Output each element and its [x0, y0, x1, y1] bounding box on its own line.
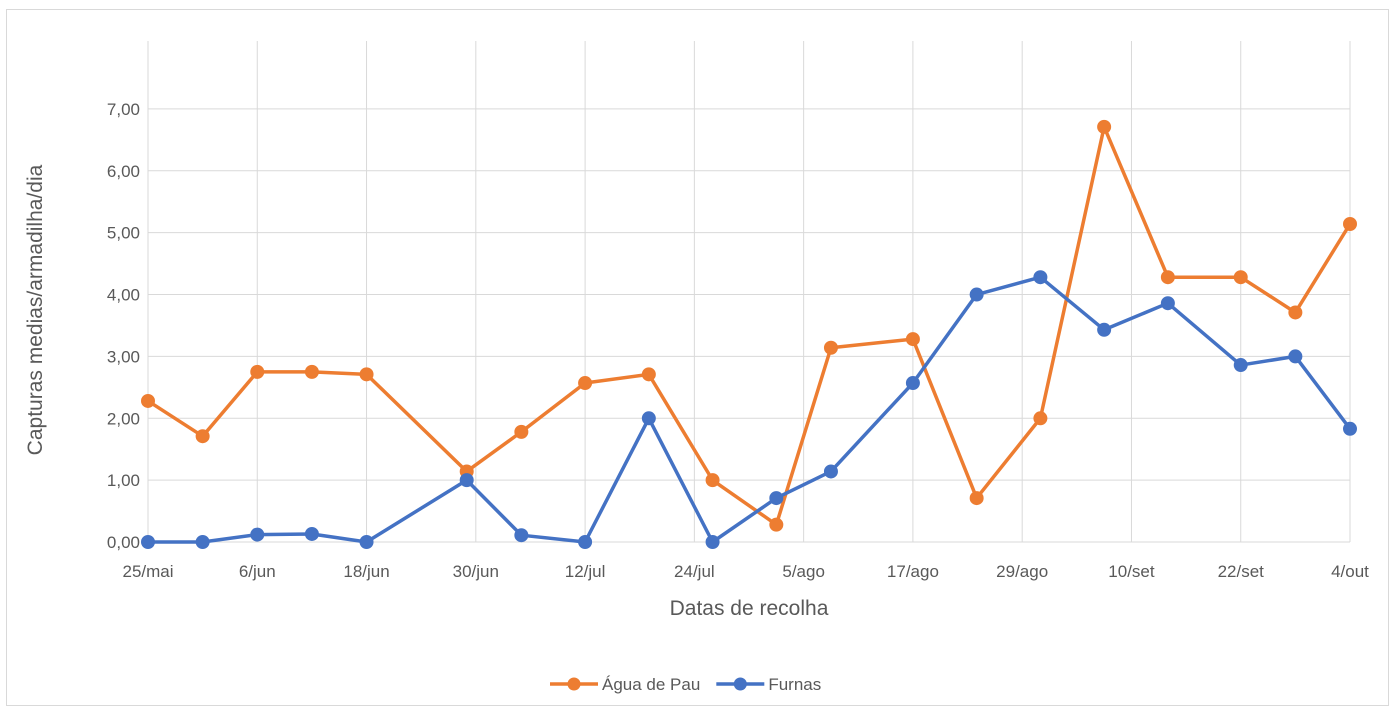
- data-point: [769, 517, 784, 532]
- data-point: [514, 424, 529, 439]
- x-axis-title: Datas de recolha: [670, 597, 829, 620]
- series-layer: [141, 119, 1357, 549]
- legend-label: Furnas: [768, 675, 821, 694]
- data-point: [250, 527, 265, 542]
- data-point: [905, 376, 920, 391]
- series-line: [147, 125, 1352, 527]
- y-tick-label: 6,00: [107, 162, 140, 181]
- x-tick-label: 4/out: [1331, 562, 1369, 581]
- data-point: [1288, 305, 1303, 320]
- data-point: [1097, 119, 1112, 134]
- y-axis-title: Capturas medias/armadilha/dia: [24, 164, 47, 455]
- data-point: [641, 367, 656, 382]
- tick-labels: 0,00 1,00 2,00 3,00 4,00 5,00 6,00 7,00 25/mai 6/…: [107, 100, 1369, 581]
- gridlines: [147, 41, 1351, 543]
- data-point: [1233, 270, 1248, 285]
- legend-marker: [567, 677, 581, 691]
- data-point: [1160, 296, 1175, 311]
- data-point: [705, 535, 720, 549]
- data-point: [1288, 349, 1303, 364]
- data-point: [1033, 270, 1048, 285]
- x-tick-label: 24/jul: [674, 562, 715, 581]
- x-tick-label: 6/jun: [239, 562, 276, 581]
- x-tick-label: 18/jun: [343, 562, 389, 581]
- data-point: [1097, 322, 1112, 337]
- data-point: [641, 411, 656, 426]
- data-point: [705, 473, 720, 488]
- data-point: [769, 491, 784, 506]
- x-tick-label: 22/set: [1218, 562, 1265, 581]
- x-tick-label: 12/jul: [565, 562, 606, 581]
- y-tick-label: 5,00: [107, 224, 140, 243]
- y-tick-label: 0,00: [107, 533, 140, 552]
- data-point: [1343, 217, 1357, 232]
- data-point: [1033, 411, 1048, 426]
- chart-frame: 0,00 1,00 2,00 3,00 4,00 5,00 6,00 7,00 25/mai 6/…: [6, 9, 1389, 706]
- data-point: [823, 464, 838, 479]
- data-point: [578, 376, 593, 391]
- data-point: [969, 491, 984, 506]
- y-tick-label: 7,00: [107, 100, 140, 119]
- data-point: [304, 526, 319, 541]
- data-point: [359, 535, 374, 549]
- data-point: [1233, 358, 1248, 373]
- data-point: [359, 367, 374, 382]
- line-chart: 0,00 1,00 2,00 3,00 4,00 5,00 6,00 7,00 25/mai 6/…: [24, 41, 1369, 694]
- y-tick-label: 2,00: [107, 409, 140, 428]
- data-point: [195, 535, 210, 549]
- series-line: [148, 275, 1352, 544]
- data-point: [250, 364, 265, 379]
- data-point: [141, 535, 155, 549]
- y-tick-label: 1,00: [107, 471, 140, 490]
- legend-label: Água de Pau: [602, 675, 700, 694]
- data-point: [514, 528, 529, 543]
- x-tick-label: 17/ago: [887, 562, 939, 581]
- legend-marker: [733, 677, 747, 691]
- data-point: [304, 364, 319, 379]
- data-point: [905, 332, 920, 347]
- data-point: [195, 429, 210, 444]
- data-point: [141, 393, 155, 408]
- x-tick-label: 29/ago: [996, 562, 1048, 581]
- y-tick-label: 4,00: [107, 286, 140, 305]
- x-tick-label: 30/jun: [453, 562, 499, 581]
- x-tick-label: 25/mai: [122, 562, 173, 581]
- y-tick-label: 3,00: [107, 347, 140, 366]
- data-point: [823, 340, 838, 355]
- x-tick-label: 5/ago: [782, 562, 825, 581]
- x-tick-label: 10/set: [1108, 562, 1155, 581]
- legend: Água de Pau Furnas: [550, 675, 821, 694]
- data-point: [1343, 421, 1357, 436]
- data-point: [578, 535, 593, 549]
- data-point: [969, 287, 984, 302]
- data-point: [1160, 270, 1175, 285]
- data-point: [459, 473, 474, 488]
